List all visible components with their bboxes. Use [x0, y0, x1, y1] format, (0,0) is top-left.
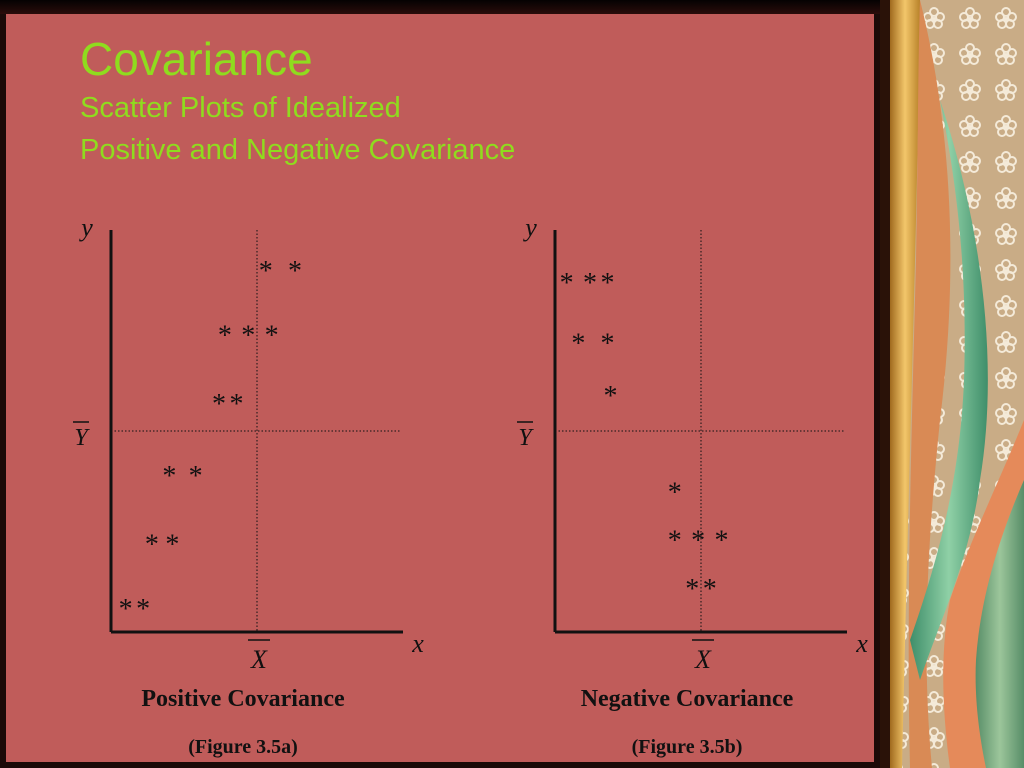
chart-b-x-mean-label: X: [694, 645, 712, 674]
chart-a-point: *: [136, 594, 150, 625]
chart-a-point: *: [218, 321, 232, 352]
chart-b-y-mean-label: Y: [518, 425, 534, 451]
chart-a-y-axis-label: y: [78, 213, 93, 242]
chart-b-point: *: [714, 526, 728, 557]
chart-b-point: *: [685, 574, 699, 605]
chart-a-point: *: [230, 389, 244, 420]
chart-a-figure-label: (Figure 3.5a): [188, 736, 298, 758]
chart-a-x-mean-label: X: [250, 645, 268, 674]
chart-a-point: *: [212, 389, 226, 420]
chart-b-point: *: [603, 381, 617, 412]
chart-b-x-axis-label: x: [855, 629, 868, 658]
chart-a-point: *: [288, 256, 302, 287]
slide-subtitle-line-1: Scatter Plots of Idealized: [80, 92, 401, 124]
chart-a-point: *: [189, 461, 203, 492]
chart-a-caption: Positive Covariance: [141, 686, 345, 712]
chart-a-point: *: [145, 530, 159, 561]
chart-b-point: *: [668, 477, 682, 508]
chart-b-point: *: [703, 574, 717, 605]
chart-a-x-axis-label: x: [411, 629, 424, 658]
chart-b-point: *: [583, 268, 597, 299]
chart-b-point: *: [668, 526, 682, 557]
chart-a-point: *: [259, 256, 273, 287]
decorative-ribbons-illustration: [880, 0, 1024, 768]
chart-a-point: *: [241, 321, 255, 352]
chart-b-point: *: [571, 329, 585, 360]
chart-b-point: *: [601, 268, 615, 299]
chart-a-point: *: [119, 594, 133, 625]
slide-subtitle-line-2: Positive and Negative Covariance: [80, 134, 516, 166]
chart-b-caption: Negative Covariance: [580, 686, 794, 712]
chart-a-point: *: [165, 530, 179, 561]
chart-a-y-mean-label: Y: [74, 425, 90, 451]
slide-background: Covariance Scatter Plots of Idealized Po…: [0, 0, 880, 768]
chart-b-figure-label: (Figure 3.5b): [631, 736, 743, 758]
chart-b-point: *: [560, 268, 574, 299]
chart-a-point: *: [265, 321, 279, 352]
chart-b-y-axis-label: y: [522, 213, 537, 242]
slide-title: Covariance: [80, 33, 313, 85]
chart-b-point: *: [601, 329, 615, 360]
slide-top-border: [0, 0, 880, 14]
decorative-side-panel: [880, 0, 1024, 768]
chart-b-point: *: [691, 526, 705, 557]
chart-a-point: *: [162, 461, 176, 492]
